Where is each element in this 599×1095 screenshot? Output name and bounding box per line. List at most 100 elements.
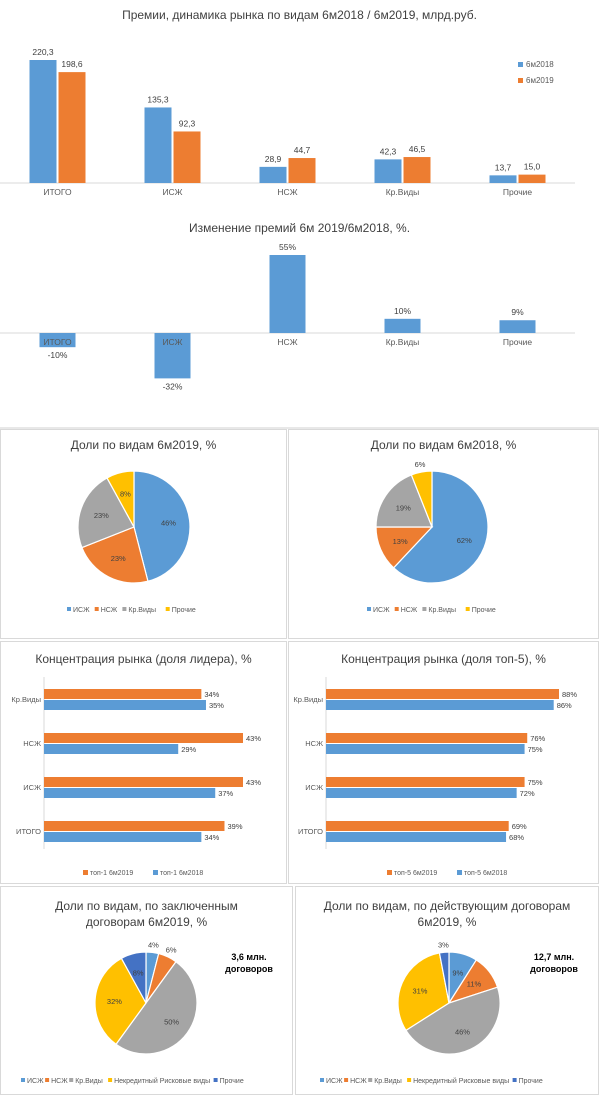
data-label-6м2019-итого: 198,6 [61, 59, 83, 69]
legend-label-нсж: НСЖ [101, 607, 118, 614]
x-tick-label-прочие: Прочие [503, 337, 533, 347]
active-contracts-panel: Доли по видам, по действующим договорам … [295, 886, 599, 1095]
new-contracts-title-line-1: Доли по видам, по заключенным [55, 899, 238, 913]
pie-slice-исж [392, 470, 489, 584]
premiums-chart-panel: Премии, динамика рынка по видам 6м2018 /… [0, 0, 599, 212]
active-contracts-callout: 12,7 млн. договоров [524, 951, 584, 975]
data-label-топ-5-6м2018-итого: 68% [509, 833, 524, 842]
bar-топ-1-6м2019-итого [44, 821, 225, 831]
pie-slice-некредитный-рисковые-виды [94, 957, 147, 1046]
legend-label-прочие: Прочие [472, 607, 496, 614]
x-tick-label-нсж: НСЖ [277, 337, 297, 347]
bar-change-кр-виды [384, 318, 421, 333]
bar-топ-1-6м2018-исж [44, 788, 216, 798]
legend-swatch-исж [67, 607, 71, 611]
legend-swatch-кр-виды [122, 607, 127, 611]
legend-label-топ-5-6м2019: топ-5 6м2019 [394, 870, 437, 877]
legend-swatch-кр-виды [422, 607, 427, 611]
legend-swatch-исж [320, 1078, 324, 1082]
pie-slice-прочие [438, 951, 450, 1004]
bar-топ-5-6м2019-итого [326, 821, 509, 831]
share-2018-title: Доли по видам 6м2018, % [370, 438, 517, 452]
pie-slice-исж [133, 470, 191, 582]
bar-6м2019-исж [173, 131, 201, 183]
pie-label-нсж: 11% [467, 980, 482, 989]
legend-label-кр-виды: Кр.Виды [374, 1078, 402, 1085]
new-contracts-chart: 4% 6% 50% 32% 8% ИСЖ НСЖ Кр.Виды Некредитный Рис… [21, 940, 244, 1085]
new-contracts-title-line-2: договорам 6м2019, % [85, 915, 208, 929]
bar-топ-1-6м2019-нсж [44, 733, 243, 743]
pie-label-прочие: 8% [133, 968, 144, 977]
y-tick-label-итого: ИТОГО [16, 827, 41, 836]
bar-6м2018-итого [29, 60, 57, 183]
legend-label-6м2019: 6м2019 [526, 76, 554, 85]
pie-label-нсж: 6% [166, 946, 177, 955]
pie-label-исж: 9% [452, 969, 463, 978]
legend-swatch-топ-1-6м2019 [83, 870, 88, 875]
y-tick-label-кр-виды: Кр.Виды [293, 695, 323, 704]
legend-swatch-нсж [394, 607, 399, 611]
bar-топ-1-6м2018-нсж [44, 744, 179, 754]
legend-label-некредитный-рисковые-виды: Некредитный Рисковые виды [413, 1077, 509, 1085]
pie-label-кр-виды: 23% [94, 511, 109, 520]
bar-6м2019-итого [58, 72, 86, 183]
data-label-топ-1-6м2019-кр-виды: 34% [204, 690, 219, 699]
y-tick-label-исж: ИСЖ [305, 783, 323, 792]
legend-label-6м2018: 6м2018 [526, 60, 554, 69]
pie-slice-прочие [120, 951, 147, 1004]
bar-6м2018-исж [144, 107, 172, 183]
data-label-топ-1-6м2019-исж: 43% [246, 778, 261, 787]
x-tick-label-исж: ИСЖ [162, 187, 182, 197]
legend-label-прочие: Прочие [172, 607, 196, 614]
pie-label-прочие: 8% [120, 489, 131, 498]
x-tick-label-кр-виды: Кр.Виды [386, 187, 420, 197]
pie-label-прочие: 3% [438, 940, 449, 949]
share-2019-title: Доли по видам 6м2019, % [70, 438, 217, 452]
y-tick-label-исж: ИСЖ [23, 783, 41, 792]
share-2019-chart: 46% 23% 23% 8% ИСЖ НСЖ Кр.Виды Прочие [67, 470, 196, 614]
data-label-топ-1-6м2018-итого: 34% [204, 833, 219, 842]
data-label-топ-1-6м2018-исж: 37% [218, 789, 233, 798]
legend-label-прочие: Прочие [220, 1078, 244, 1085]
bar-топ-5-6м2018-кр-виды [326, 700, 554, 710]
legend-swatch-топ-5-6м2018 [457, 870, 462, 875]
y-tick-label-итого: ИТОГО [298, 827, 323, 836]
data-label-топ-1-6м2019-нсж: 43% [246, 734, 261, 743]
pie-label-прочие: 6% [415, 460, 426, 469]
pie-slice-прочие [410, 470, 433, 528]
bar-change-итого [39, 333, 76, 348]
data-label-change-нсж: 55% [279, 242, 296, 252]
premiums-chart: 220,3 198,6 ИТОГО 135,3 92,3 ИСЖ 28,9 44,7 НСЖ 42… [0, 47, 575, 197]
bar-6м2018-нсж [259, 166, 287, 183]
active-contracts-callout-line-2: договоров [530, 964, 578, 974]
legend-swatch-топ-5-6м2019 [387, 870, 392, 875]
pie-slice-кр-виды [375, 474, 433, 528]
legend-label-нсж: НСЖ [350, 1078, 367, 1085]
legend-label-прочие: Прочие [519, 1078, 543, 1085]
legend-swatch-прочие [213, 1078, 218, 1082]
pie-label-нсж: 23% [111, 554, 126, 563]
bar-6м2018-прочие [489, 175, 517, 183]
legend-label-некредитный-рисковые-виды: Некредитный Рисковые виды [114, 1077, 210, 1085]
bar-топ-5-6м2018-исж [326, 788, 517, 798]
y-tick-label-кр-виды: Кр.Виды [11, 695, 41, 704]
legend-label-исж: ИСЖ [373, 607, 390, 614]
x-tick-label-итого: ИТОГО [43, 337, 72, 347]
active-contracts-title-line-1: Доли по видам, по действующим договорам [323, 899, 571, 913]
legend-swatch-некредитный-рисковые-виды [108, 1078, 113, 1082]
bar-change-нсж [269, 255, 306, 333]
bar-топ-5-6м2019-нсж [326, 733, 528, 743]
pie-slice-кр-виды [115, 960, 198, 1055]
pie-label-некредитный-рисковые-виды: 31% [412, 986, 427, 995]
data-label-топ-5-6м2019-исж: 75% [528, 778, 543, 787]
pie-label-кр-виды: 19% [396, 503, 411, 512]
legend-swatch-6м2018 [518, 62, 523, 67]
legend-swatch-6м2019 [518, 78, 523, 83]
pie-label-нсж: 13% [393, 537, 408, 546]
change-chart: -10% ИТОГО -32% ИСЖ 55% НСЖ 10% Кр.Виды 9% Прочие [0, 242, 575, 391]
premiums-chart-title: Премии, динамика рынка по видам 6м2018 /… [122, 8, 477, 22]
y-tick-label-нсж: НСЖ [23, 739, 41, 748]
legend-label-кр-виды: Кр.Виды [128, 607, 156, 614]
bar-топ-5-6м2018-нсж [326, 744, 525, 754]
data-label-change-кр-виды: 10% [394, 306, 411, 316]
